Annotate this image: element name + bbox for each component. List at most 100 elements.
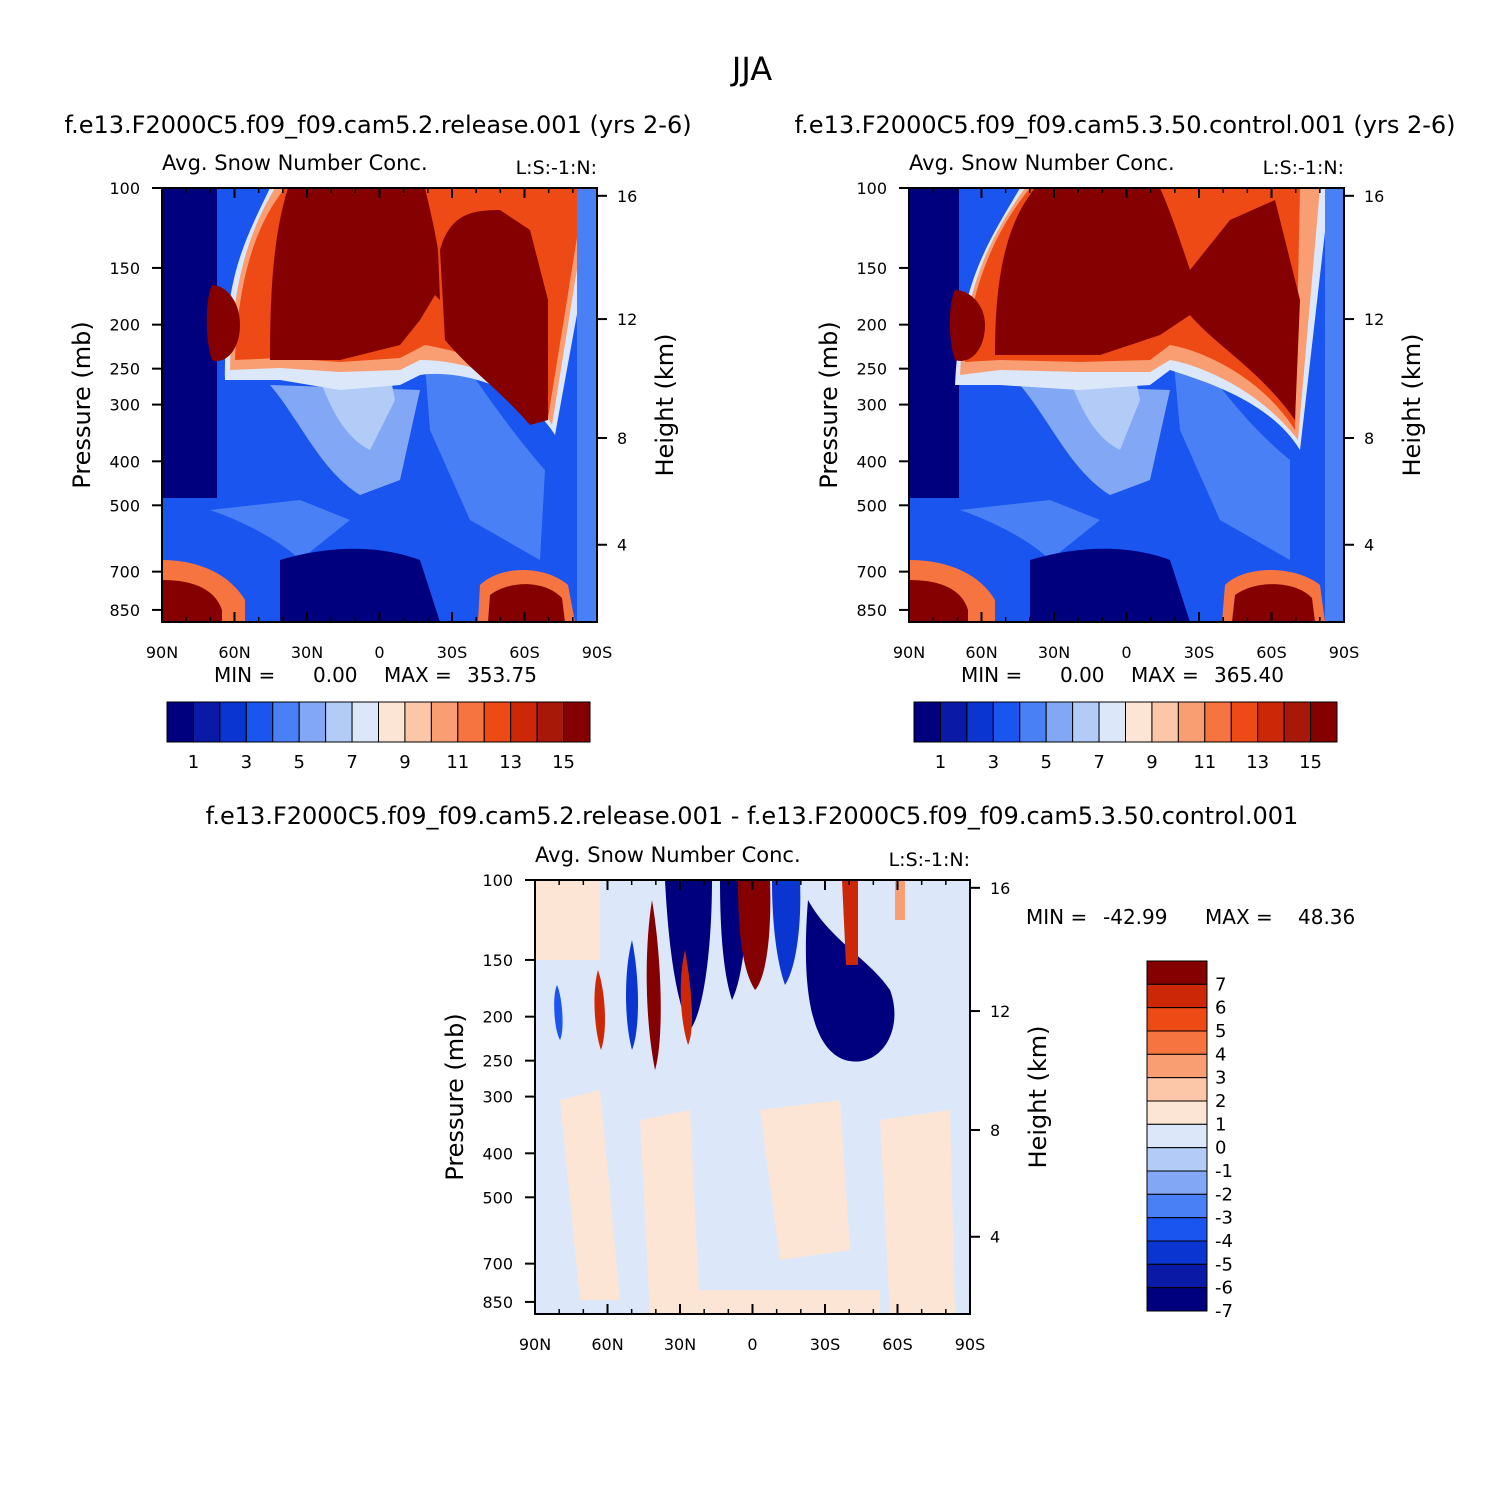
x-tick-label: 60S: [509, 643, 540, 662]
x-tick-label: 90N: [146, 643, 178, 662]
y-tick-label: 400: [856, 452, 887, 471]
field-sh-pos-spike: [842, 880, 858, 965]
colorbar-box: [404, 701, 432, 743]
colorbar-label: 13: [499, 752, 522, 773]
field-pos-stripe: [880, 1110, 955, 1314]
x-tick-label: 90S: [955, 1335, 986, 1354]
panel-subtitle: Avg. Snow Number Conc.: [162, 151, 428, 175]
max-label: MAX =: [1205, 905, 1273, 929]
panel-title: f.e13.F2000C5.f09_f09.cam5.3.50.control.…: [794, 111, 1455, 139]
y-axis-label: Pressure (mb): [68, 321, 96, 488]
min-value: 0.00: [1060, 663, 1105, 687]
colorbar-label: 7: [1093, 752, 1104, 773]
colorbar-box: [992, 701, 1021, 743]
y-tick-label: 400: [109, 452, 140, 471]
colorbar-box: [563, 701, 591, 743]
x-tick-label: 60N: [218, 643, 250, 662]
colorbar-box: [1146, 983, 1208, 1009]
max-value: 365.40: [1214, 663, 1284, 687]
colorbar-box: [1125, 701, 1153, 743]
field-core-max: [995, 188, 1300, 420]
colorbar-box: [1146, 960, 1208, 985]
x-tick-label: 90S: [1329, 643, 1360, 662]
panel-subtitle: Avg. Snow Number Conc.: [909, 151, 1175, 175]
x-tick-label: 90N: [519, 1335, 551, 1354]
max-value: 48.36: [1298, 905, 1355, 929]
field-pos-surface: [660, 1290, 880, 1314]
field-sh-pos-edge: [895, 880, 905, 920]
y-tick-label: 100: [482, 871, 513, 890]
colorbar-box: [1072, 701, 1100, 743]
colorbar-box: [457, 701, 485, 743]
colorbar-label: 5: [1040, 752, 1051, 773]
y2-tick-label: 8: [990, 1121, 1000, 1140]
x-tick-label: 90S: [582, 643, 613, 662]
x-tick-label: 30N: [664, 1335, 696, 1354]
colorbar-label: 0: [1215, 1138, 1226, 1159]
field-pole-sh: [1325, 188, 1344, 622]
colorbar-label: -3: [1215, 1208, 1233, 1229]
x-tick-label: 0: [374, 643, 384, 662]
field-surface-nh-core: [162, 580, 222, 622]
min-label: MIN =: [961, 663, 1022, 687]
y-tick-label: 150: [109, 259, 140, 278]
colorbar-box: [272, 701, 300, 743]
colorbar-box: [1146, 1007, 1208, 1032]
y-axis-label: Pressure (mb): [441, 1013, 469, 1180]
x-tick-label: 30S: [810, 1335, 841, 1354]
y-tick-label: 250: [856, 360, 887, 379]
field-tropical-core: [1070, 375, 1140, 450]
colorbar-box: [219, 701, 247, 743]
field-near-sfc-low: [1030, 548, 1190, 622]
field-nh-upper-pos: [535, 880, 600, 960]
max-label: MAX =: [384, 663, 452, 687]
panel-right-label: L:S:-1:N:: [516, 157, 597, 179]
axis-ticks: 90N 60N 30N 0 30S 60S 90S 100 150 200 250 300 400 500…: [109, 179, 637, 662]
x-tick-label: 60S: [1256, 643, 1287, 662]
min-label: MIN =: [1026, 905, 1087, 929]
y-axis-label: Pressure (mb): [815, 321, 843, 488]
colorbar-box: [1019, 701, 1047, 743]
field-core-max: [270, 188, 440, 360]
colorbar-box: [1146, 1077, 1208, 1102]
y2-tick-label: 8: [617, 429, 627, 448]
colorbar-box: [351, 701, 379, 743]
colorbar-label: 11: [1193, 752, 1216, 773]
y2-tick-label: 16: [990, 879, 1010, 898]
colorbar-label: 9: [1146, 752, 1157, 773]
contour-field: [909, 188, 1344, 622]
field-nh-blob: [949, 290, 985, 361]
panel-release: f.e13.F2000C5.f09_f09.cam5.2.release.001…: [64, 111, 691, 773]
field-tropical-core: [320, 375, 395, 450]
field-nh-streak: [554, 985, 563, 1040]
colorbar-box: [1098, 701, 1126, 743]
field-lower-trough: [210, 500, 350, 560]
field-surface-sh-core: [488, 584, 565, 622]
field-nh-streak: [626, 940, 638, 1050]
y-tick-label: 500: [482, 1188, 513, 1207]
y2-tick-label: 8: [1364, 429, 1374, 448]
y-tick-label: 250: [109, 360, 140, 379]
axis-ticks: 90N 60N 30N 0 30S 60S 90S 100 150 200 250 300 400 500…: [856, 179, 1384, 662]
y2-tick-label: 12: [617, 310, 637, 329]
colorbar-box: [378, 701, 406, 743]
y-tick-label: 700: [482, 1255, 513, 1274]
colorbar-box: [1146, 1193, 1208, 1219]
field-mid-neg: [665, 880, 712, 1030]
field-pos-stripe: [640, 1110, 700, 1314]
colorbar-label: -4: [1215, 1231, 1233, 1252]
y-tick-label: 850: [856, 601, 887, 620]
colorbar-box: [192, 701, 221, 743]
y-tick-label: 150: [482, 951, 513, 970]
x-tick-label: 30N: [291, 643, 323, 662]
x-tick-label: 30S: [1184, 643, 1215, 662]
field-lower-trough: [960, 500, 1100, 560]
field-band-deep-nh: [162, 188, 217, 498]
field-nh-blob: [206, 285, 240, 361]
y2-tick-label: 4: [1364, 536, 1374, 555]
y-tick-label: 200: [856, 316, 887, 335]
colorbar-label: 5: [1215, 1021, 1226, 1042]
panel-difference: f.e13.F2000C5.f09_f09.cam5.2.release.001…: [206, 802, 1356, 1354]
field-nh-streak: [646, 900, 661, 1070]
colorbar-label: 11: [446, 752, 469, 773]
